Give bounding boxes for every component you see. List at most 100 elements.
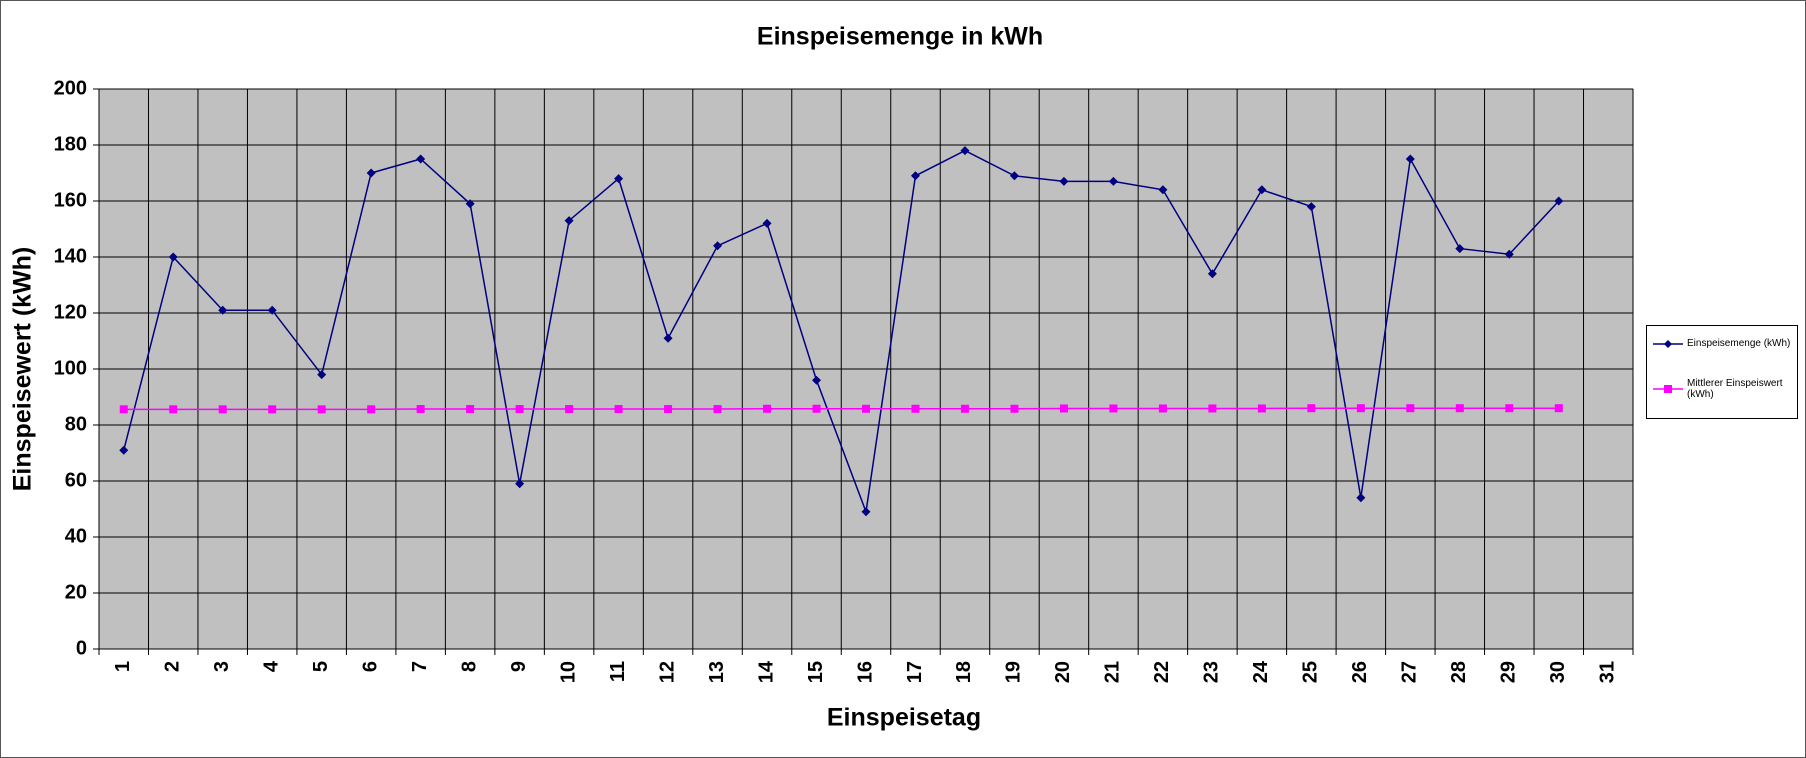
legend: Einspeisemenge (kWh) Mittlerer Einspeiswe…	[1646, 325, 1798, 419]
series-line	[123, 149, 1560, 515]
y-tick-label: 180	[54, 133, 87, 155]
marker	[862, 404, 870, 413]
x-tick-label: 31	[1597, 661, 1619, 683]
marker	[1257, 185, 1267, 195]
marker	[466, 405, 475, 414]
legend-label: Mittlerer Einspeiswert (kWh)	[1687, 378, 1783, 400]
marker	[168, 252, 178, 262]
x-tick-label: 22	[1151, 661, 1173, 683]
marker	[812, 375, 822, 385]
legend-marker	[1664, 339, 1672, 348]
marker	[565, 405, 574, 414]
x-tick-label: 12	[656, 661, 678, 683]
x-tick-label: 7	[409, 661, 431, 672]
y-tick-label: 160	[54, 189, 87, 211]
marker	[1109, 404, 1118, 413]
y-tick-label: 0	[76, 637, 87, 659]
x-tick-label: 2	[162, 661, 184, 672]
marker	[713, 405, 722, 414]
x-tick-label: 6	[359, 661, 381, 672]
x-tick-label: 29	[1498, 661, 1520, 683]
marker	[910, 171, 920, 181]
x-tick-label: 13	[706, 661, 728, 683]
marker	[169, 405, 178, 414]
marker	[664, 405, 673, 414]
marker	[515, 405, 524, 414]
marker	[1158, 185, 1168, 195]
marker	[763, 404, 772, 413]
marker	[1059, 404, 1068, 413]
marker	[1306, 202, 1316, 212]
x-tick-label: 19	[1003, 661, 1025, 683]
marker	[1010, 404, 1019, 413]
marker	[663, 333, 673, 343]
marker	[1208, 404, 1217, 413]
marker	[465, 199, 475, 209]
y-axis-label: Einspeisewert (kWh)	[9, 247, 37, 492]
x-tick-label: 4	[260, 660, 282, 672]
y-tick-label: 20	[65, 581, 87, 603]
marker	[861, 507, 871, 517]
marker	[1554, 404, 1563, 413]
marker	[317, 370, 327, 380]
marker	[812, 404, 821, 413]
x-tick-label: 16	[854, 661, 876, 683]
marker	[119, 405, 128, 414]
x-tick-label: 14	[755, 660, 777, 683]
marker	[1504, 249, 1514, 259]
marker	[317, 405, 326, 414]
marker	[1356, 493, 1366, 503]
x-tick-label: 30	[1547, 661, 1569, 683]
legend-label: Einspeisemenge (kWh)	[1687, 338, 1791, 349]
marker	[911, 404, 920, 413]
y-tick-label: 80	[65, 413, 87, 435]
x-tick-label: 28	[1448, 661, 1470, 683]
marker	[1455, 244, 1465, 254]
x-tick-label: 27	[1399, 661, 1421, 683]
marker	[713, 241, 723, 251]
y-tick-label: 40	[65, 525, 87, 547]
marker	[1108, 176, 1118, 186]
x-tick-label: 23	[1201, 661, 1223, 683]
marker	[1307, 404, 1316, 413]
marker	[218, 405, 227, 414]
marker	[564, 216, 574, 226]
x-tick-label: 1	[112, 661, 134, 672]
marker	[416, 154, 426, 164]
marker	[367, 405, 376, 414]
x-tick-label: 9	[508, 661, 530, 672]
x-tick-label: 25	[1300, 661, 1322, 683]
legend-swatch	[1653, 339, 1683, 348]
x-tick-label: 11	[607, 661, 629, 682]
x-tick-label: 17	[904, 661, 926, 683]
marker	[1207, 269, 1217, 279]
y-tick-label: 60	[65, 469, 87, 491]
marker	[119, 445, 129, 455]
marker	[1554, 196, 1564, 206]
marker	[1406, 404, 1415, 413]
marker	[268, 405, 277, 414]
marker	[1059, 176, 1069, 186]
marker	[1356, 404, 1365, 413]
marker	[1405, 154, 1415, 164]
legend-item: Einspeisemenge (kWh)	[1653, 338, 1793, 349]
x-tick-label: 5	[310, 661, 332, 672]
marker	[1009, 171, 1019, 181]
marker	[218, 305, 228, 315]
marker	[762, 218, 772, 228]
marker	[960, 146, 970, 156]
legend-item: Mittlerer Einspeiswert (kWh)	[1653, 378, 1793, 400]
marker	[1505, 404, 1514, 413]
x-tick-label: 10	[557, 661, 579, 683]
x-tick-label: 21	[1102, 661, 1124, 683]
y-tick-label: 200	[54, 77, 87, 99]
chart-title: Einspeisemenge in kWh	[757, 23, 1043, 51]
marker	[1158, 404, 1167, 413]
y-tick-label: 140	[54, 245, 87, 267]
marker	[366, 168, 376, 178]
marker	[1257, 404, 1266, 413]
x-axis-label: Einspeisetag	[827, 704, 981, 732]
legend-marker	[1664, 385, 1672, 393]
